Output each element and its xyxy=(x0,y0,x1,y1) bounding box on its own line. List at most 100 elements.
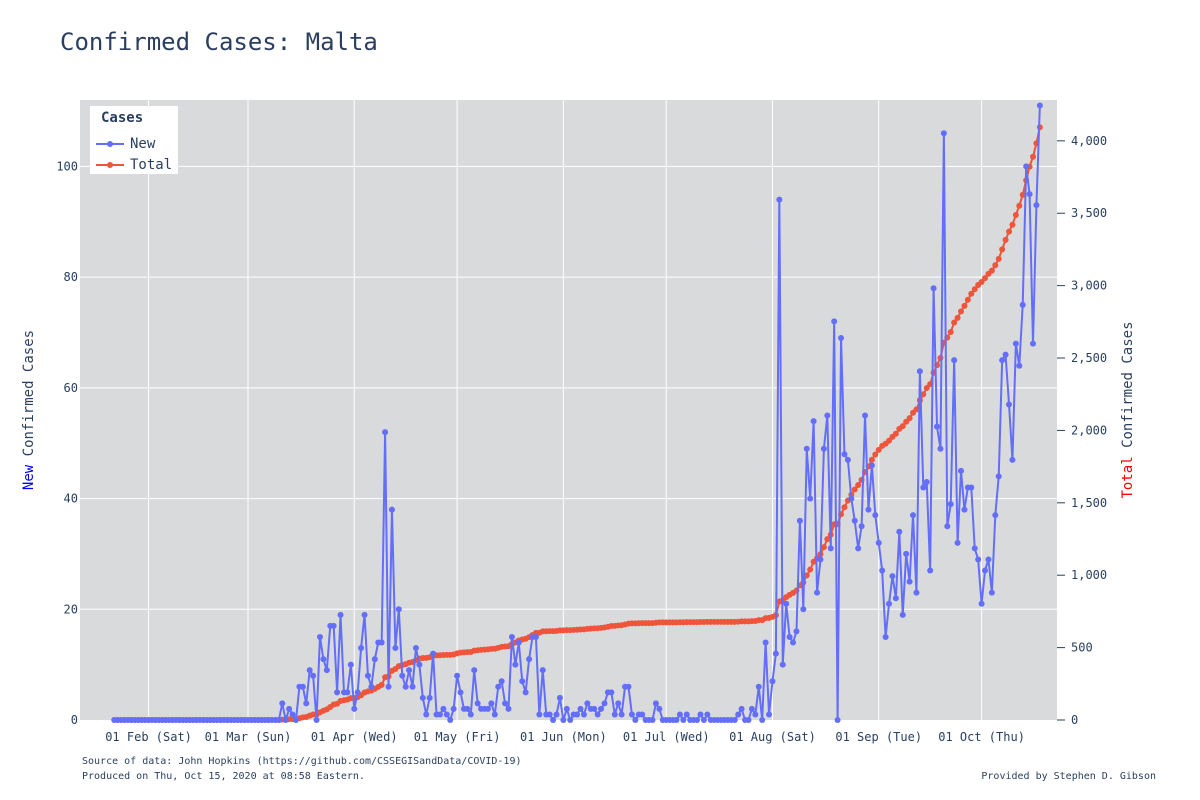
y-axis-right-title-rest: Confirmed Cases xyxy=(1120,321,1136,457)
total-point xyxy=(892,430,899,437)
new-point xyxy=(971,545,978,552)
new-point xyxy=(735,711,742,718)
new-point xyxy=(851,517,858,524)
new-point xyxy=(1012,340,1019,347)
new-point xyxy=(940,130,947,137)
total-point xyxy=(954,314,961,321)
new-point xyxy=(464,705,471,712)
y-axis-left-title: New Confirmed Cases xyxy=(21,330,37,490)
new-point xyxy=(913,589,920,596)
new-point xyxy=(385,683,392,690)
new-point xyxy=(800,606,807,613)
y-axis-right-title-accent: Total xyxy=(1120,456,1136,499)
new-point xyxy=(673,717,680,723)
total-point xyxy=(906,415,913,422)
new-point xyxy=(292,717,299,723)
total-point xyxy=(1002,236,1009,243)
legend-item-new[interactable]: New xyxy=(96,134,155,154)
total-point xyxy=(961,302,968,309)
new-point xyxy=(532,633,539,640)
new-point xyxy=(351,705,358,712)
new-point xyxy=(556,694,563,701)
new-point xyxy=(841,451,848,458)
new-point xyxy=(937,445,944,452)
new-point xyxy=(402,683,409,690)
new-point xyxy=(731,717,738,723)
new-point xyxy=(975,556,982,563)
new-point xyxy=(522,689,529,696)
total-point xyxy=(1006,228,1013,235)
total-point xyxy=(1012,211,1019,218)
total-point xyxy=(378,681,385,688)
new-point xyxy=(944,523,951,530)
new-point xyxy=(450,705,457,712)
new-point xyxy=(676,711,683,718)
new-point xyxy=(831,318,838,325)
new-point xyxy=(550,717,557,723)
new-point xyxy=(591,705,598,712)
total-point xyxy=(851,486,858,493)
new-point xyxy=(467,711,474,718)
total-point xyxy=(995,255,1002,262)
new-point xyxy=(868,462,875,469)
new-point xyxy=(316,633,323,640)
new-point xyxy=(412,645,419,652)
legend-label-total: Total xyxy=(130,157,173,173)
new-point xyxy=(906,578,913,585)
new-point xyxy=(820,445,827,452)
y-left-tick-label: 60 xyxy=(64,381,78,395)
new-point xyxy=(978,600,985,607)
new-point xyxy=(632,717,639,723)
new-point xyxy=(958,467,965,474)
new-point xyxy=(700,717,707,723)
new-point xyxy=(899,611,906,618)
new-point xyxy=(577,705,584,712)
new-point xyxy=(330,622,337,629)
new-point xyxy=(618,711,625,718)
y-left-tick-label: 40 xyxy=(64,492,78,506)
new-point xyxy=(910,512,917,519)
new-point xyxy=(560,717,567,723)
y-left-tick-label: 20 xyxy=(64,602,78,616)
new-point xyxy=(286,705,293,712)
y-axis-right-title: Total Confirmed Cases xyxy=(1120,321,1136,498)
x-tick-label: 01 Apr (Wed) xyxy=(311,730,398,744)
total-point xyxy=(999,246,1006,253)
new-point xyxy=(498,678,505,685)
new-point xyxy=(388,506,395,513)
source-note: Source of data: John Hopkins (https://gi… xyxy=(82,756,522,767)
new-point xyxy=(769,678,776,685)
y-right-tick-label: 0 xyxy=(1071,713,1078,727)
new-point xyxy=(903,550,910,557)
new-point xyxy=(1006,401,1013,408)
new-point xyxy=(289,711,296,718)
new-point xyxy=(923,478,930,485)
new-point xyxy=(337,611,344,618)
new-point xyxy=(639,711,646,718)
total-point xyxy=(1016,202,1023,209)
new-point xyxy=(1002,351,1009,358)
y-right-tick-label: 1,500 xyxy=(1071,496,1107,510)
total-point xyxy=(1009,221,1016,228)
y-left-tick-label: 0 xyxy=(71,713,78,727)
new-point xyxy=(526,656,533,663)
new-point xyxy=(406,667,413,674)
new-point xyxy=(574,711,581,718)
y-left-tick-label: 100 xyxy=(56,159,78,173)
new-point xyxy=(436,711,443,718)
new-point xyxy=(364,672,371,679)
new-point xyxy=(1009,456,1016,463)
total-point xyxy=(958,308,965,315)
legend-item-total[interactable]: Total xyxy=(96,155,172,175)
total-point xyxy=(803,572,810,579)
new-point xyxy=(1016,362,1023,369)
total-point xyxy=(982,275,989,282)
new-point xyxy=(447,717,454,723)
new-point xyxy=(519,678,526,685)
new-point xyxy=(409,683,416,690)
new-point xyxy=(916,368,923,375)
new-point xyxy=(1026,191,1033,198)
total-point xyxy=(868,456,875,463)
new-point xyxy=(920,484,927,491)
new-point xyxy=(772,650,779,657)
